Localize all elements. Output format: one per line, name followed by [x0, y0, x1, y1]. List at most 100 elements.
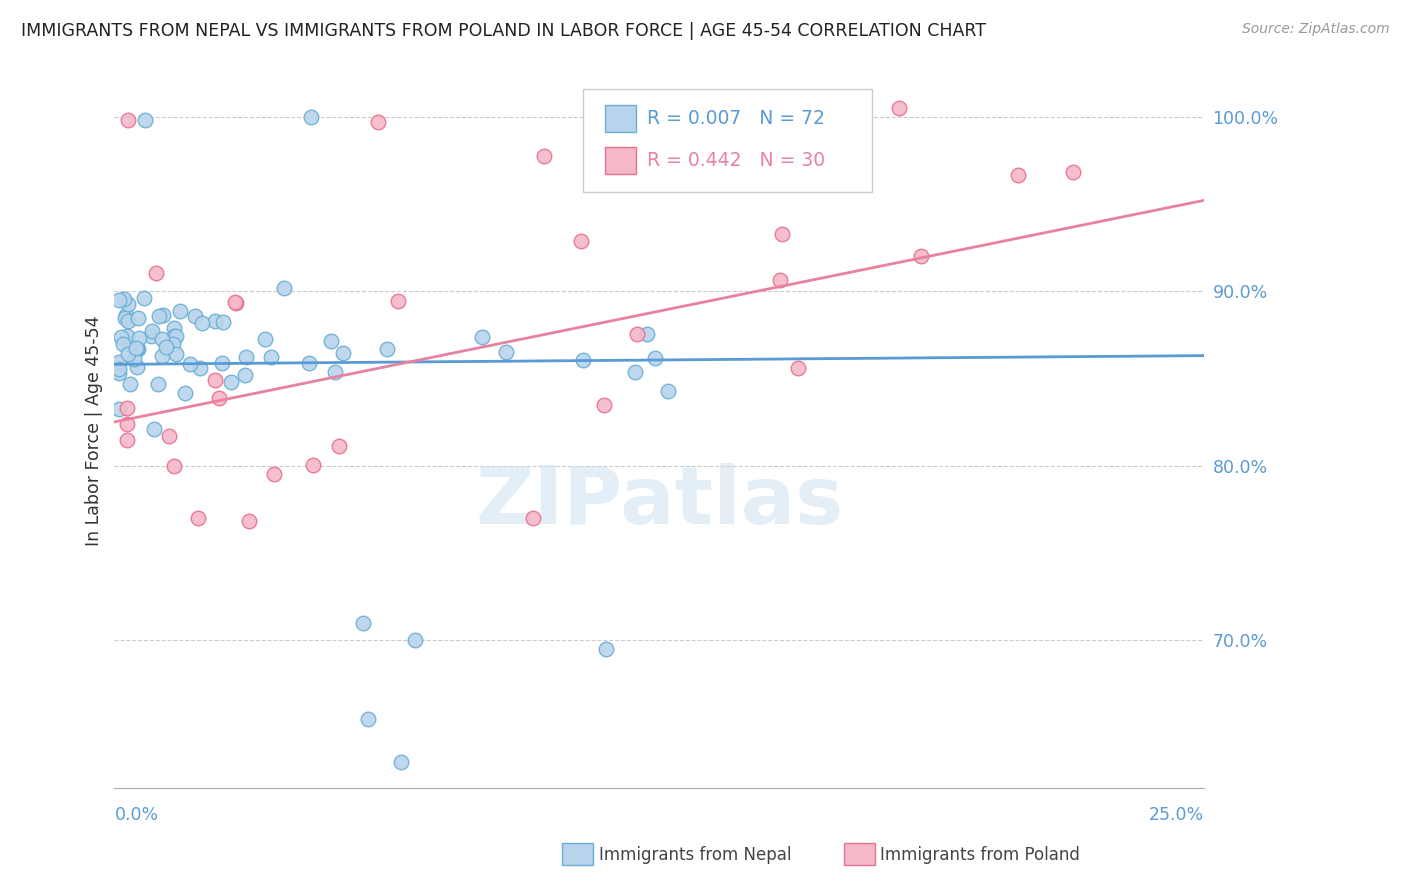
Point: [163, 320, 186, 334]
Point: [127, 342, 149, 356]
Point: [786, 361, 808, 376]
Point: [1007, 168, 1029, 182]
Point: [387, 294, 409, 309]
Point: [626, 327, 648, 342]
Point: [404, 632, 426, 647]
Point: [155, 340, 177, 354]
Point: [769, 272, 792, 286]
Point: [190, 316, 212, 330]
Point: [117, 434, 139, 448]
Point: [233, 368, 256, 383]
Text: 0.0%: 0.0%: [114, 806, 159, 824]
Point: [211, 356, 233, 370]
Text: R = 0.007   N = 72: R = 0.007 N = 72: [647, 109, 825, 128]
Point: [115, 328, 138, 343]
Point: [107, 402, 129, 417]
Point: [204, 314, 226, 328]
Point: [910, 249, 932, 263]
Point: [323, 365, 346, 379]
Point: [114, 310, 136, 325]
Point: [127, 311, 149, 326]
Point: [204, 373, 226, 387]
Point: [624, 365, 647, 379]
Point: [179, 357, 201, 371]
Point: [471, 330, 494, 344]
Point: [389, 755, 412, 769]
Point: [118, 337, 141, 351]
Point: [117, 113, 139, 128]
Point: [208, 391, 231, 405]
Point: [163, 458, 186, 473]
Point: [298, 356, 321, 370]
Point: [111, 336, 134, 351]
Point: [569, 234, 592, 248]
Point: [108, 293, 131, 308]
Point: [367, 115, 389, 129]
Point: [117, 417, 139, 431]
Point: [125, 360, 148, 375]
Point: [263, 467, 285, 482]
Point: [299, 110, 322, 124]
Point: [174, 385, 197, 400]
Point: [644, 351, 666, 365]
Point: [212, 315, 235, 329]
Point: [636, 327, 658, 342]
Point: [657, 384, 679, 399]
Point: [273, 280, 295, 294]
Point: [117, 297, 139, 311]
Point: [319, 334, 342, 349]
Point: [107, 366, 129, 380]
Point: [219, 375, 242, 389]
Point: [125, 341, 148, 355]
Point: [141, 328, 163, 343]
Point: [328, 439, 350, 453]
Point: [592, 398, 614, 412]
Point: [117, 401, 139, 416]
Point: [117, 347, 139, 361]
Text: IMMIGRANTS FROM NEPAL VS IMMIGRANTS FROM POLAND IN LABOR FORCE | AGE 45-54 CORRE: IMMIGRANTS FROM NEPAL VS IMMIGRANTS FROM…: [21, 22, 986, 40]
Point: [152, 309, 174, 323]
Point: [533, 148, 555, 162]
Point: [260, 350, 283, 364]
Point: [165, 347, 187, 361]
Point: [122, 352, 145, 367]
Point: [253, 332, 276, 346]
Point: [148, 310, 170, 324]
Point: [107, 362, 129, 376]
Point: [143, 422, 166, 436]
Point: [145, 266, 167, 280]
Point: [238, 514, 260, 528]
Point: [332, 345, 354, 359]
Text: Immigrants from Nepal: Immigrants from Nepal: [599, 846, 792, 863]
Point: [107, 355, 129, 369]
Point: [887, 101, 910, 115]
Point: [352, 615, 374, 630]
Point: [134, 291, 156, 305]
Point: [118, 377, 141, 392]
Point: [165, 328, 187, 343]
Point: [184, 310, 207, 324]
Point: [224, 294, 246, 309]
Text: ZIPatlas: ZIPatlas: [475, 463, 844, 541]
Point: [157, 429, 180, 443]
Point: [225, 296, 247, 310]
Point: [141, 324, 163, 338]
Point: [187, 510, 209, 524]
Y-axis label: In Labor Force | Age 45-54: In Labor Force | Age 45-54: [86, 316, 103, 546]
Point: [772, 227, 794, 242]
Text: Immigrants from Poland: Immigrants from Poland: [880, 846, 1080, 863]
Point: [125, 341, 148, 355]
Point: [169, 304, 191, 318]
Point: [356, 712, 378, 726]
Point: [301, 458, 323, 472]
Point: [110, 329, 132, 343]
Point: [1062, 165, 1084, 179]
Text: Source: ZipAtlas.com: Source: ZipAtlas.com: [1241, 22, 1389, 37]
Point: [112, 292, 135, 306]
Point: [134, 113, 156, 128]
Text: 25.0%: 25.0%: [1149, 806, 1204, 824]
Point: [522, 511, 544, 525]
Point: [235, 350, 257, 364]
Point: [162, 337, 184, 351]
Point: [128, 330, 150, 344]
